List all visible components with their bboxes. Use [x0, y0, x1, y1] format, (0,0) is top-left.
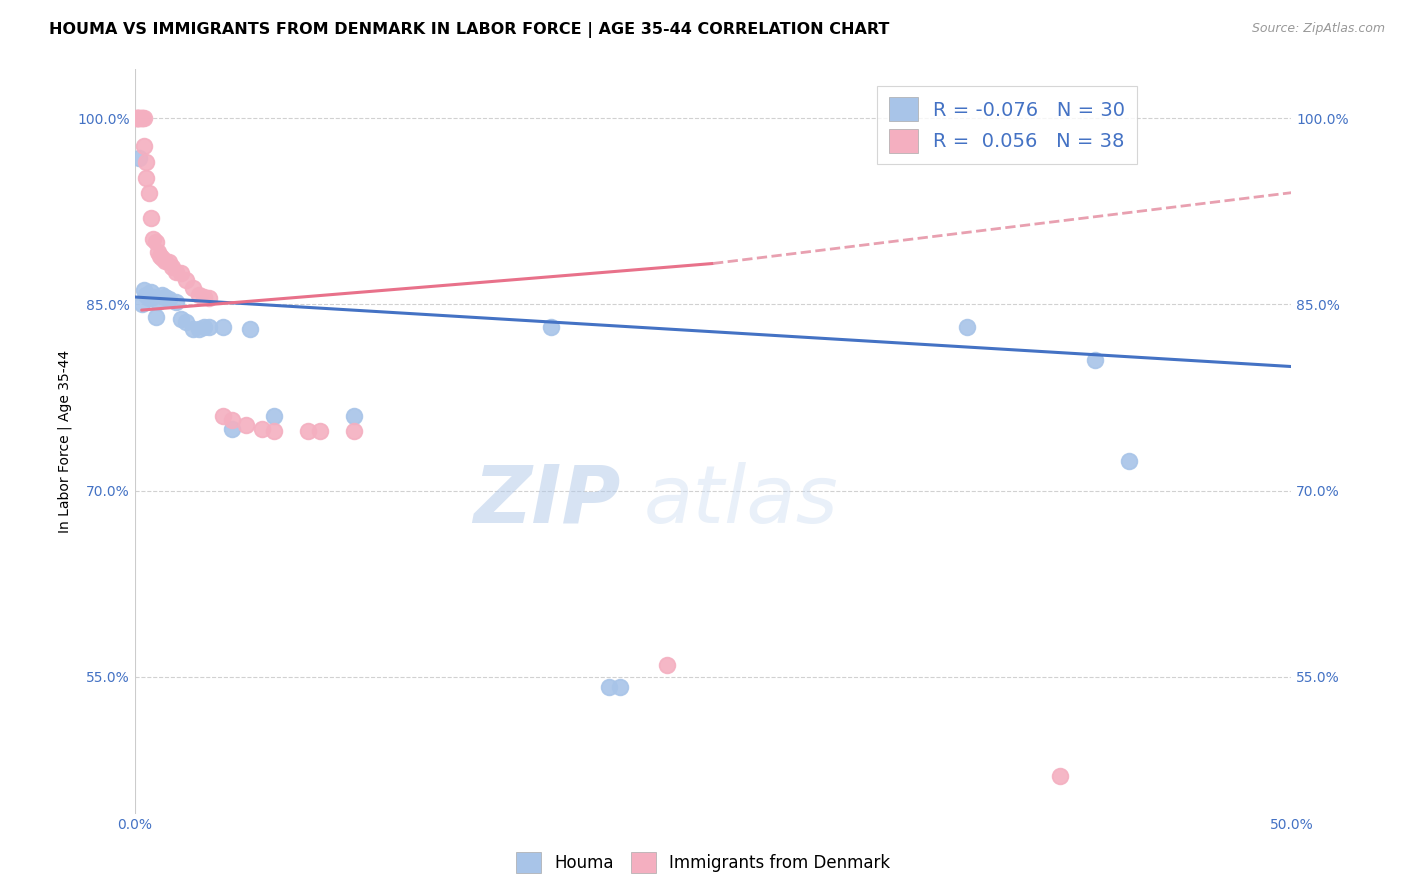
- Point: [152, 287, 174, 301]
- Point: [138, 291, 160, 305]
- Point: [235, 417, 257, 432]
- Point: [170, 267, 193, 281]
- Point: [197, 319, 219, 334]
- Point: [297, 424, 319, 438]
- Point: [655, 657, 678, 672]
- Point: [132, 283, 155, 297]
- Point: [142, 232, 165, 246]
- Point: [197, 291, 219, 305]
- Point: [138, 186, 160, 200]
- Point: [135, 170, 157, 185]
- Point: [263, 409, 285, 424]
- Point: [139, 211, 162, 225]
- Text: atlas: atlas: [644, 462, 838, 540]
- Point: [1118, 454, 1140, 468]
- Point: [343, 424, 366, 438]
- Point: [1049, 769, 1071, 783]
- Point: [174, 272, 197, 286]
- Point: [131, 111, 153, 125]
- Legend: R = -0.076   N = 30, R =  0.056   N = 38: R = -0.076 N = 30, R = 0.056 N = 38: [877, 86, 1137, 164]
- Point: [250, 422, 273, 436]
- Point: [146, 295, 169, 310]
- Text: HOUMA VS IMMIGRANTS FROM DENMARK IN LABOR FORCE | AGE 35-44 CORRELATION CHART: HOUMA VS IMMIGRANTS FROM DENMARK IN LABO…: [49, 22, 890, 38]
- Point: [598, 680, 620, 694]
- Point: [343, 409, 366, 424]
- Point: [152, 252, 174, 266]
- Point: [128, 111, 150, 125]
- Text: ZIP: ZIP: [474, 462, 620, 540]
- Point: [125, 111, 148, 125]
- Point: [193, 290, 215, 304]
- Point: [165, 265, 187, 279]
- Point: [181, 281, 204, 295]
- Point: [125, 111, 148, 125]
- Point: [146, 245, 169, 260]
- Point: [131, 297, 153, 311]
- Point: [239, 322, 262, 336]
- Point: [956, 319, 979, 334]
- Point: [153, 254, 176, 268]
- Point: [211, 319, 233, 334]
- Point: [193, 319, 215, 334]
- Point: [188, 322, 211, 336]
- Point: [609, 680, 631, 694]
- Point: [128, 151, 150, 165]
- Point: [149, 249, 172, 263]
- Point: [135, 154, 157, 169]
- Point: [263, 424, 285, 438]
- Point: [157, 255, 180, 269]
- Point: [188, 287, 211, 301]
- Legend: Houma, Immigrants from Denmark: Houma, Immigrants from Denmark: [509, 846, 897, 880]
- Point: [125, 111, 148, 125]
- Point: [145, 235, 167, 250]
- Point: [1084, 353, 1107, 368]
- Point: [181, 322, 204, 336]
- Point: [170, 312, 193, 326]
- Point: [132, 111, 155, 125]
- Point: [211, 409, 233, 424]
- Point: [174, 315, 197, 329]
- Y-axis label: In Labor Force | Age 35-44: In Labor Force | Age 35-44: [58, 350, 72, 533]
- Point: [139, 285, 162, 299]
- Point: [221, 413, 243, 427]
- Point: [135, 287, 157, 301]
- Point: [160, 260, 183, 275]
- Point: [142, 290, 165, 304]
- Point: [153, 290, 176, 304]
- Point: [145, 310, 167, 324]
- Text: Source: ZipAtlas.com: Source: ZipAtlas.com: [1251, 22, 1385, 36]
- Point: [128, 111, 150, 125]
- Point: [157, 293, 180, 307]
- Point: [540, 319, 562, 334]
- Point: [221, 422, 243, 436]
- Point: [308, 424, 330, 438]
- Point: [131, 111, 153, 125]
- Point: [132, 138, 155, 153]
- Point: [165, 295, 187, 310]
